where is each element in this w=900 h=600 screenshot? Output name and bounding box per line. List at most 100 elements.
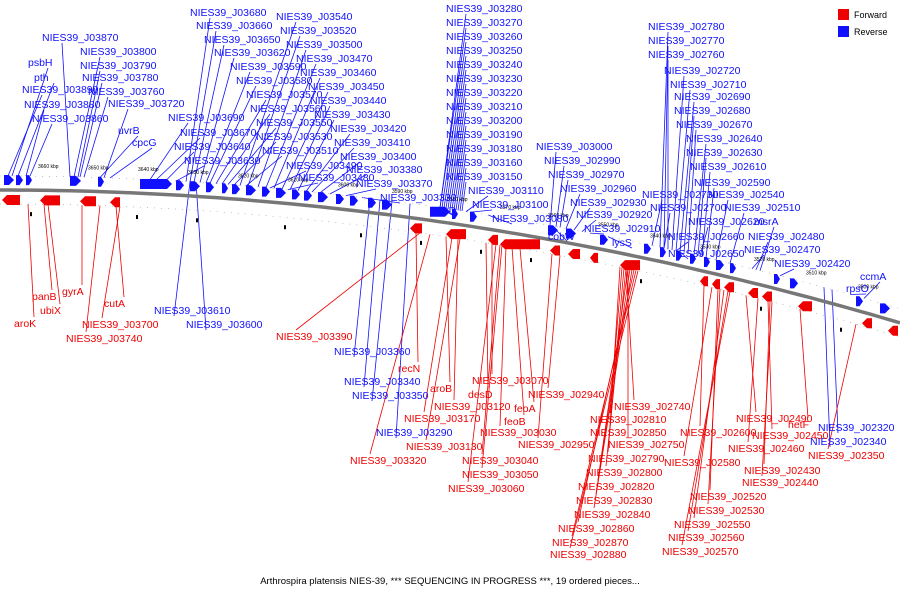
leader-line: [11, 67, 49, 177]
forward-gene-label: NIES39_J02520: [690, 491, 767, 503]
leader-line: [693, 143, 707, 256]
scale-tick-label: 3560 kbp: [548, 213, 569, 219]
leader-line: [751, 254, 765, 270]
leader-line: [221, 113, 271, 185]
leader-line: [395, 203, 411, 439]
scale-tick-label: 3530 kbp: [700, 244, 721, 250]
genome-backbone-line: [0, 188, 900, 325]
scale-tick-label: 3520 kbp: [754, 257, 775, 263]
forward-gene-arrow: [724, 282, 734, 293]
leader-line: [759, 226, 775, 271]
leader-line: [215, 99, 267, 184]
forward-gene-label: NIES39_J03740: [66, 333, 143, 345]
reverse-gene-arrow: [660, 247, 666, 258]
reverse-gene-label: NIES39_J03590: [230, 61, 307, 73]
reverse-gene-label: NIES39_J03370: [356, 178, 433, 190]
leader-line: [549, 151, 557, 226]
reverse-gene-label: NIES39_J03110: [468, 185, 544, 197]
leader-line: [115, 206, 125, 298]
leader-line: [565, 193, 581, 229]
reverse-gene-label: NIES39_J02510: [724, 202, 801, 214]
legend-forward-swatch: [838, 9, 849, 20]
forward-gene-label: gyrA: [62, 286, 84, 298]
reverse-gene-label: NIES39_J03280: [446, 3, 523, 15]
feature-stub: [760, 306, 762, 311]
reverse-gene-arrow: [262, 186, 270, 197]
reverse-gene-arrow: [26, 175, 32, 186]
legend-reverse-label: Reverse: [854, 27, 888, 37]
forward-gene-label: panB: [32, 291, 57, 303]
reverse-gene-arrow: [70, 175, 81, 186]
reverse-gene-label: NIES39_J03660: [196, 20, 273, 32]
reverse-gene-label: NIES39_J03650: [204, 34, 281, 46]
leader-line: [683, 115, 695, 253]
reverse-gene-label: NIES39_J03160: [446, 157, 523, 169]
leader-line: [625, 268, 635, 401]
reverse-gene-arrow: [430, 206, 450, 217]
forward-gene-label: NIES39_J02850: [590, 427, 667, 439]
leader-line: [461, 181, 467, 212]
reverse-gene-label: NIES39_J03570: [246, 89, 323, 101]
reverse-gene-label: NIES39_J03150: [446, 171, 523, 183]
legend-reverse-swatch: [838, 26, 849, 37]
leader-line: [559, 179, 569, 228]
leader-line: [683, 287, 713, 457]
leader-line: [447, 83, 467, 209]
forward-gene-label: NIES39_J02450: [752, 430, 829, 442]
leader-line: [149, 122, 189, 180]
leader-line: [761, 301, 773, 477]
forward-gene-label: NIES39_J02430: [744, 465, 821, 477]
reverse-gene-arrow: [730, 263, 736, 274]
reverse-gene-label: NIES39_J03580: [236, 75, 313, 87]
reverse-gene-label: uvrB: [118, 125, 140, 137]
forward-gene-label: NIES39_J03050: [462, 469, 539, 481]
forward-gene-label: NIES39_J03030: [480, 427, 557, 439]
scale-ticks: 3660 kbp 3650 kbp 3640 kbp 3630 kbp 3620 kbp…: [38, 164, 879, 290]
leader-line: [257, 49, 307, 188]
feature-stub: [360, 233, 362, 238]
reverse-gene-label: NIES39_J02710: [670, 79, 747, 91]
leader-line: [457, 153, 467, 211]
reverse-gene-label: pth: [34, 72, 49, 84]
leader-line: [709, 288, 719, 491]
leader-line: [453, 238, 459, 401]
leader-line: [827, 324, 857, 450]
reverse-gene-label: pyrD: [434, 205, 457, 217]
forward-gene-label: NIES39_J03320: [350, 455, 427, 467]
leader-line: [663, 45, 669, 249]
leader-line: [353, 198, 371, 358]
forward-gene-label: NIES39_J03070: [472, 375, 549, 387]
scale-tick-label: 3540 kbp: [650, 233, 671, 239]
reverse-gene-label: NIES39_J03500: [286, 39, 363, 51]
forward-gene-label: NIES39_J02490: [736, 413, 813, 425]
forward-gene-label: NIES39_J02600: [680, 427, 757, 439]
leader-line: [487, 214, 513, 225]
reverse-gene-label: NIES39_J03860: [32, 113, 109, 125]
reverse-gene-label: NIES39_J02470: [744, 244, 821, 256]
leader-line: [465, 195, 489, 212]
reverse-gene-arrow: [716, 260, 724, 270]
leader-line: [699, 285, 705, 427]
leader-line: [371, 201, 393, 402]
leader-line: [467, 244, 497, 483]
forward-gene-label: aroB: [430, 383, 452, 395]
reverse-gene-label: NIES39_J03330: [380, 192, 457, 204]
reverse-gene-label: NIES39_J03720: [108, 98, 185, 110]
forward-gene-arrow: [862, 318, 872, 329]
leader-line: [311, 147, 355, 193]
leader-line: [329, 174, 367, 195]
reverse-gene-arrow: [140, 179, 172, 189]
leader-line: [451, 111, 467, 210]
feature-stub: [136, 215, 138, 220]
forward-gene-label: feoA: [514, 403, 536, 415]
forward-gene-arrow: [550, 245, 560, 256]
leader-line: [511, 246, 525, 416]
forward-gene-label: hetF: [788, 419, 809, 431]
leader-line: [481, 245, 503, 469]
reverse-gene-label: NIES39_J03080: [492, 213, 569, 225]
leader-line: [79, 82, 103, 178]
reverse-gene-label: NIES39_J03270: [446, 17, 523, 29]
reverse-gene-arrow: [222, 183, 228, 194]
leader-line: [47, 204, 61, 305]
